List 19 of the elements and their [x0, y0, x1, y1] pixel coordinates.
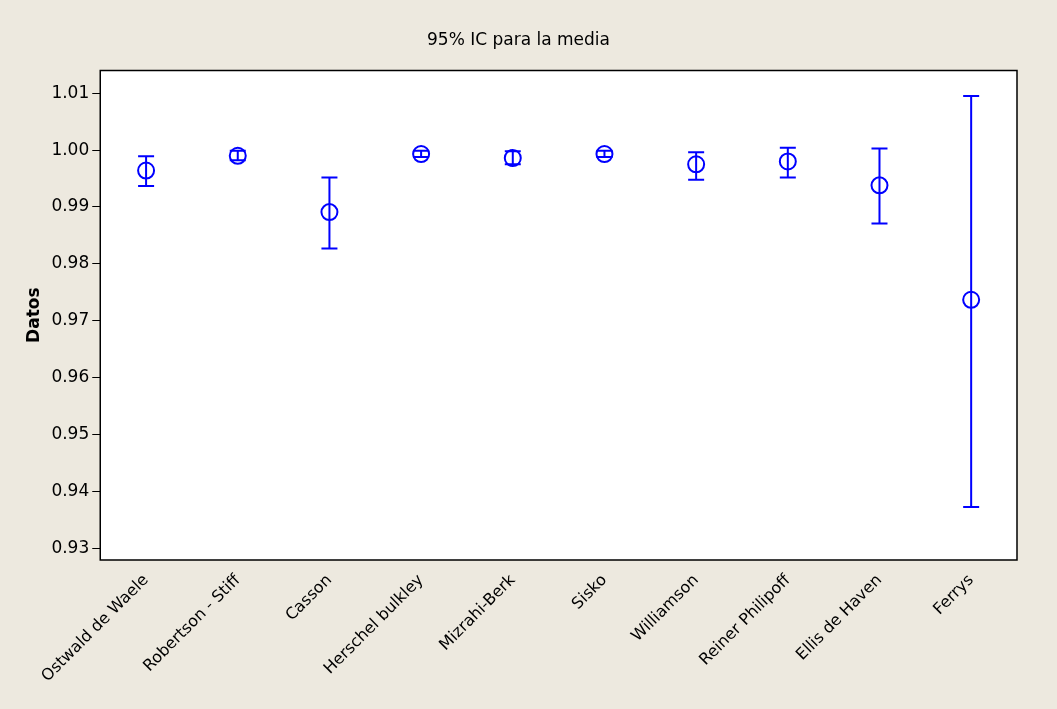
y-tick-label: 0.95 — [51, 423, 90, 444]
y-tick-label: 1.01 — [51, 81, 90, 102]
point — [870, 176, 889, 195]
y-tick-label: 0.94 — [51, 480, 90, 500]
y-axis-title: Datos — [22, 287, 43, 343]
point — [137, 161, 156, 180]
point — [687, 155, 706, 174]
y-tick-label: 0.97 — [51, 309, 90, 330]
chart-title: 95% IC para la media — [427, 28, 610, 49]
point — [412, 145, 431, 164]
y-tick-label: 0.93 — [51, 536, 90, 557]
point — [320, 203, 339, 222]
point — [595, 145, 614, 164]
y-tick-label: 0.98 — [51, 252, 90, 273]
point — [778, 152, 797, 171]
y-tick-label: 1.00 — [51, 138, 90, 159]
y-tick-label: 0.96 — [51, 366, 90, 387]
point — [962, 290, 981, 309]
y-tick-label: 0.99 — [51, 195, 90, 216]
